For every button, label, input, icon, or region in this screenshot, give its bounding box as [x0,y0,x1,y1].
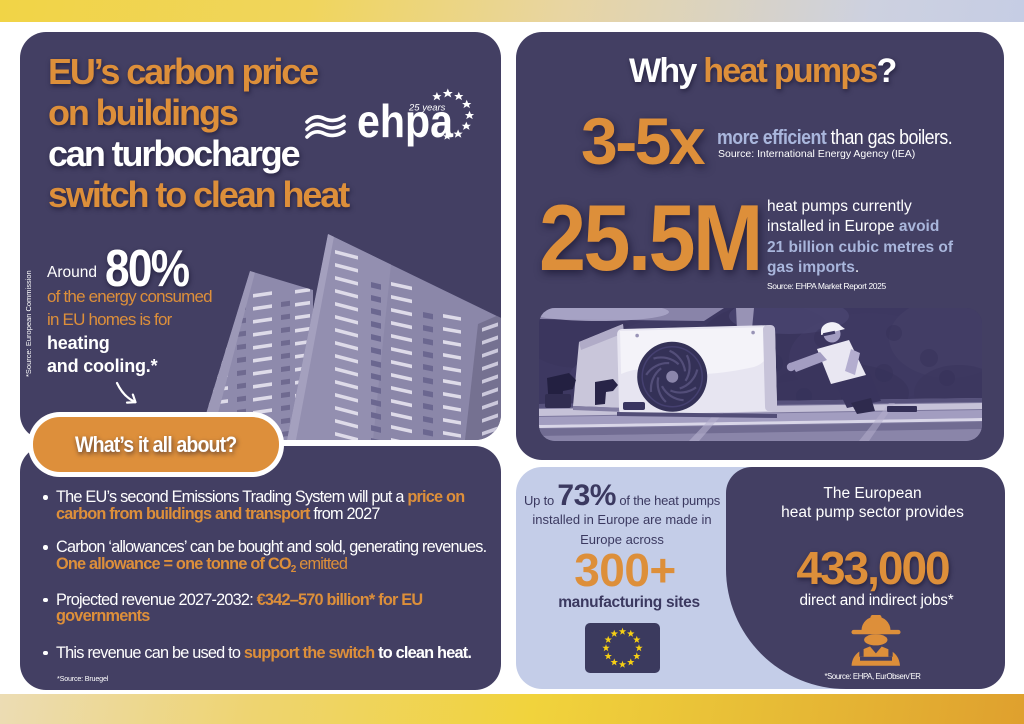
svg-text:ehpa: ehpa [357,95,453,147]
svg-text:25 years: 25 years [408,103,446,114]
